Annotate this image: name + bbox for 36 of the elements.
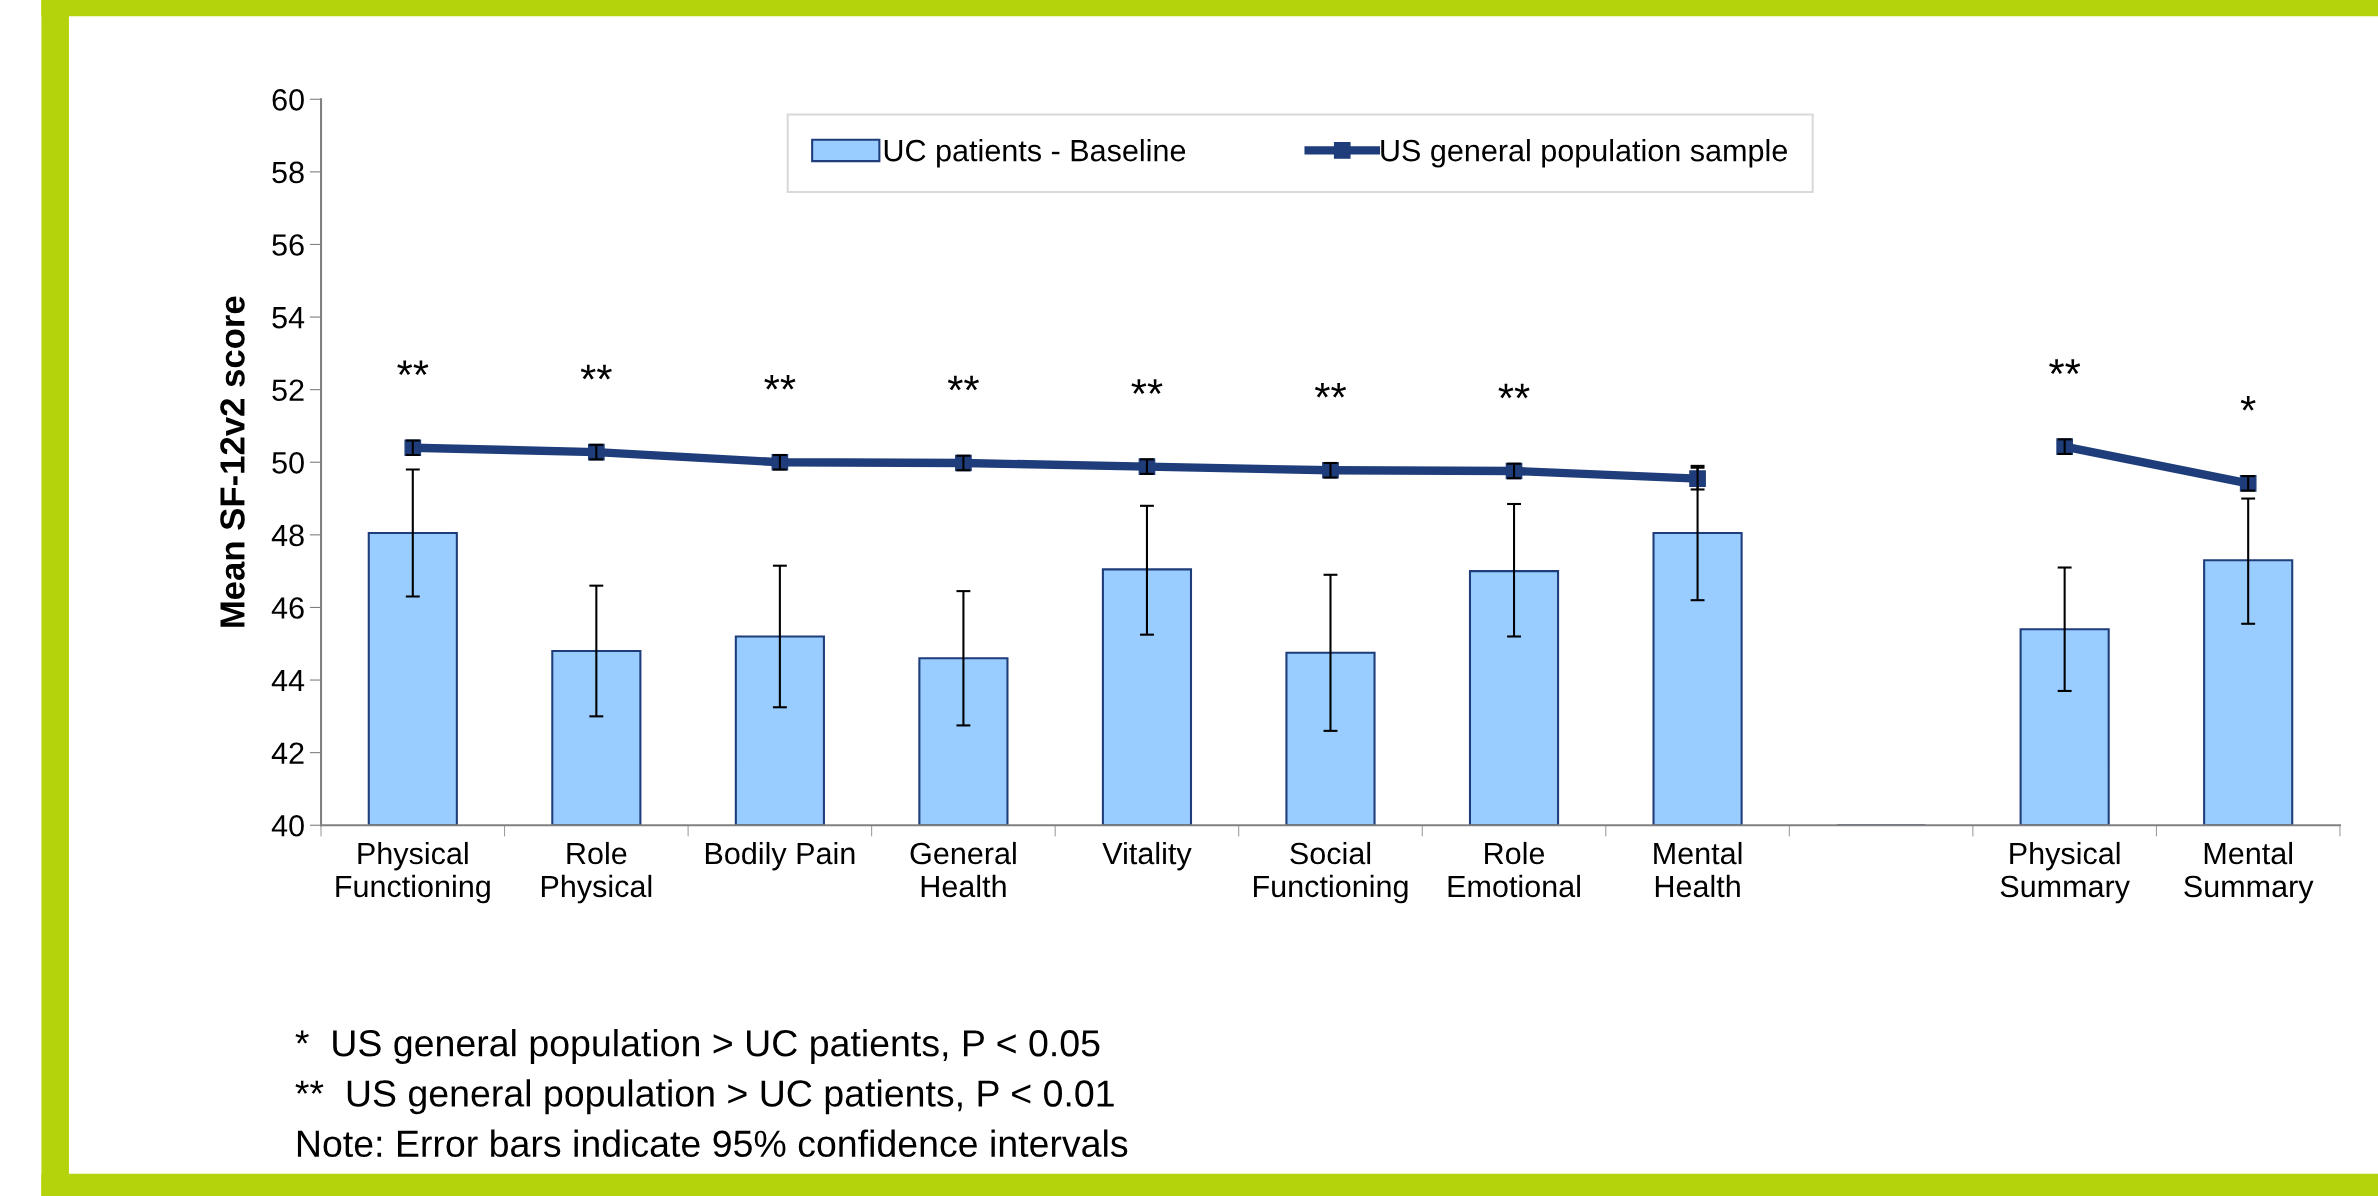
y-tick-label: 40: [271, 814, 304, 837]
y-axis-title: Mean SF-12v2 score: [220, 296, 245, 627]
x-tick-label: Vitality: [1102, 841, 1192, 871]
legend-label: US general population sample: [1381, 138, 1787, 168]
y-tick-label: 42: [271, 742, 304, 764]
y-tick-label: 48: [271, 524, 304, 547]
legend-label: UC patients - Baseline: [884, 138, 1186, 168]
text: ** US general population > UC patients, P < 0.01: [295, 1079, 1114, 1115]
annotation: **: [764, 374, 796, 390]
x-tick-label: Bodily Pain: [705, 841, 855, 871]
x-tick-label: Social Functioning: [1254, 841, 1408, 904]
x-tick-label: Physical Functioning: [336, 841, 490, 904]
annotation: **: [947, 375, 979, 391]
y-tick-label: 60: [272, 89, 304, 111]
text: Note: Error bars indicate 95% confidence intervals: [297, 1129, 1128, 1158]
y-tick-label: 58: [272, 161, 304, 184]
annotation: **: [1498, 383, 1530, 399]
x-tick-label: Physical Summary: [2000, 841, 2130, 904]
x-tick-label: Mental Health: [1654, 841, 1742, 898]
annotation: **: [2049, 359, 2081, 374]
x-tick-label: Role Physical: [541, 841, 652, 904]
x-tick-label: Mental Summary: [2184, 841, 2314, 904]
annotation: **: [397, 360, 429, 376]
annotation: **: [1131, 379, 1163, 394]
y-tick-label: 56: [272, 234, 304, 256]
annotation: **: [1314, 382, 1347, 398]
y-tick-label: 50: [272, 451, 304, 474]
y-tick-label: 46: [271, 597, 304, 619]
annotation: *: [2240, 395, 2256, 411]
y-tick-label: 54: [272, 307, 305, 329]
x-tick-label: Role Emotional: [1448, 841, 1580, 898]
y-tick-label: 52: [272, 379, 304, 402]
y-tick-label: 44: [271, 670, 305, 692]
x-tick-label: General Health: [910, 841, 1016, 898]
annotation: **: [580, 364, 612, 380]
text: * US general population > UC patients, P < 0.05: [295, 1029, 1100, 1064]
